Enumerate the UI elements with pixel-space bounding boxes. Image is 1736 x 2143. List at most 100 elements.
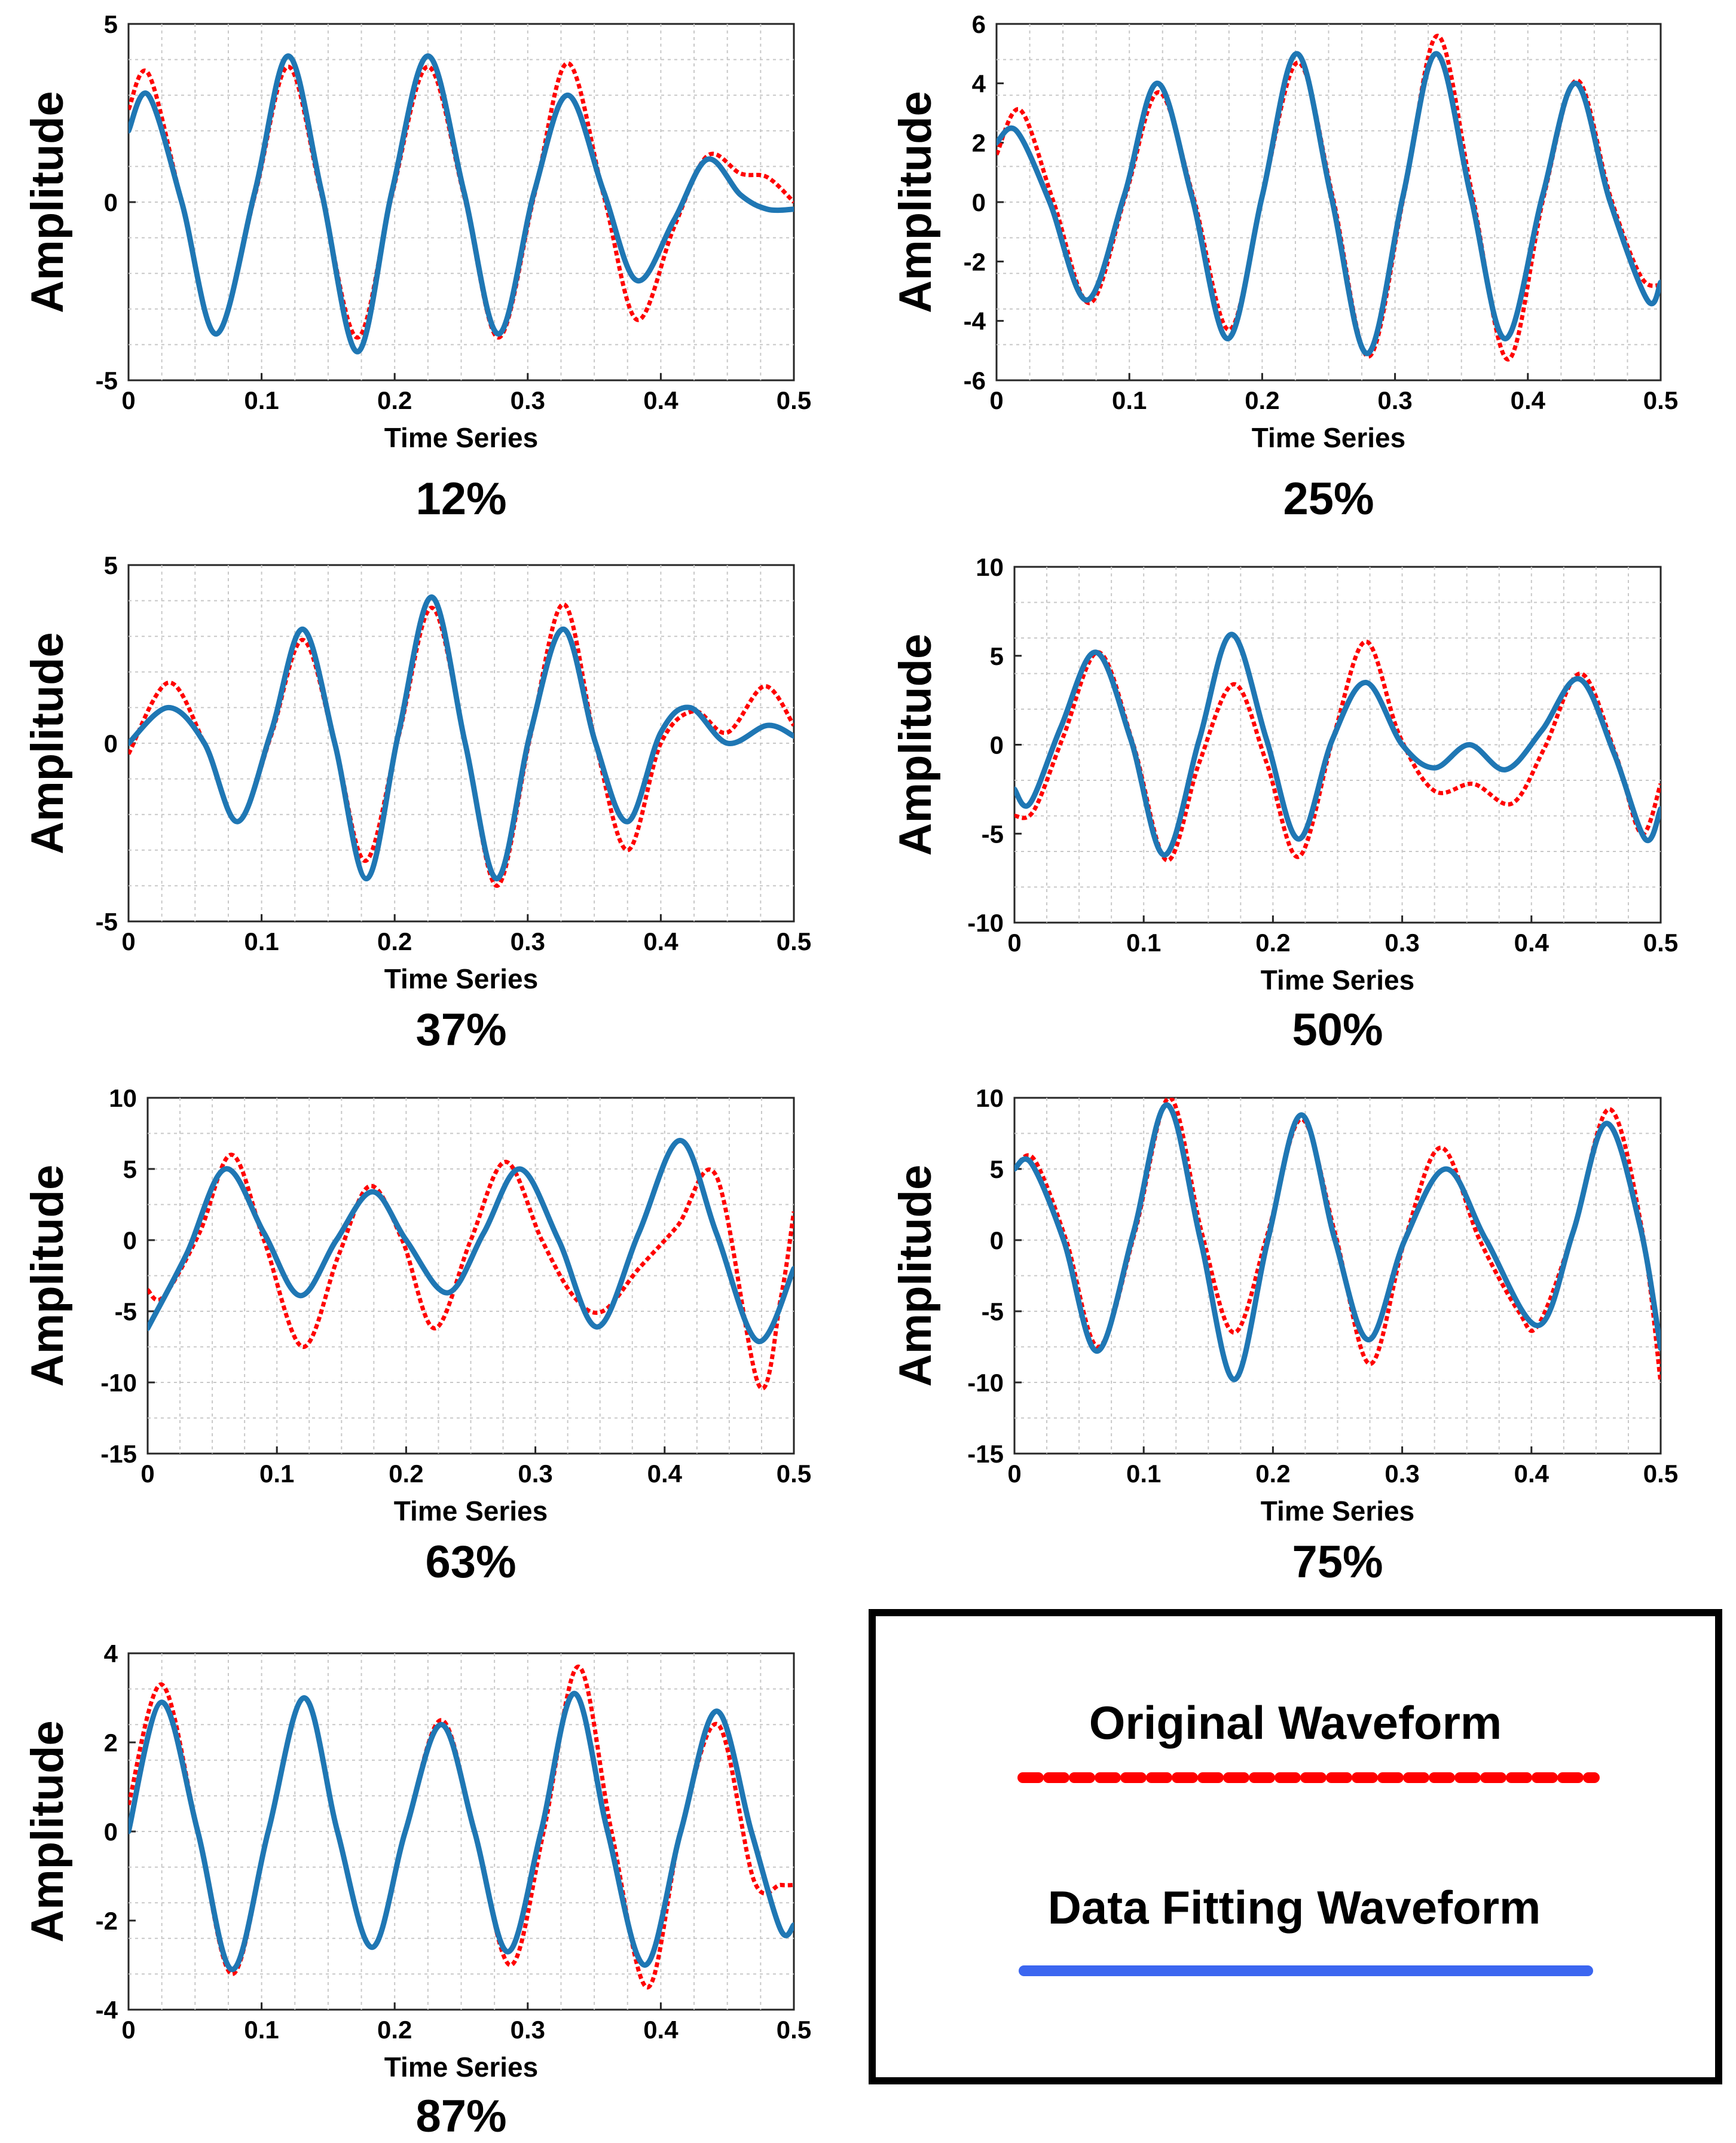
- y-tick-label: 0: [123, 1226, 137, 1254]
- series-data-fitting-waveform: [129, 1690, 794, 1973]
- x-tick-label: 0.2: [377, 927, 412, 956]
- y-tick-label: 0: [990, 1226, 1004, 1254]
- y-axis-label: Amplitude: [22, 632, 73, 854]
- x-tick-label: 0: [1007, 929, 1021, 957]
- chart-panel-25pct: 0 0.1 0.2 0.3 0.4 0.5 -6 -4 -2 0 2 4 6 Time Series Amp…: [890, 10, 1678, 524]
- x-tick-label: 0.2: [1255, 929, 1290, 957]
- x-tick-label: 0.5: [777, 1460, 811, 1488]
- x-axis-label: Time Series: [384, 963, 538, 994]
- x-tick-label: 0.3: [1377, 386, 1412, 414]
- series-data-fitting-waveform: [129, 594, 794, 881]
- series-data-fitting-waveform: [1014, 1102, 1661, 1382]
- x-tick-label: 0.2: [389, 1460, 423, 1488]
- x-tick-label: 0.1: [1126, 929, 1161, 957]
- x-tick-label: 0.3: [511, 2016, 545, 2044]
- x-tick-label: 0.2: [1245, 386, 1279, 414]
- y-tick-label: 0: [972, 188, 986, 216]
- y-tick-label: -5: [115, 1298, 137, 1326]
- panel-caption: 75%: [1292, 1537, 1383, 1588]
- series-data-fitting-waveform: [148, 1137, 794, 1344]
- y-tick-label: -5: [96, 908, 118, 936]
- x-tick-label: 0: [121, 386, 135, 414]
- legend: Original Waveform Data Fitting Waveform: [869, 1609, 1722, 2084]
- x-tick-label: 0.1: [244, 2016, 279, 2044]
- y-tick-label: 4: [972, 69, 986, 97]
- y-tick-label: 5: [104, 10, 118, 38]
- x-tick-label: 0: [989, 386, 1003, 414]
- y-tick-label: 4: [104, 1640, 118, 1668]
- y-tick-label: -10: [967, 1369, 1004, 1397]
- x-tick-label: 0.3: [518, 1460, 552, 1488]
- x-tick-label: 0.2: [377, 2016, 412, 2044]
- x-tick-label: 0.5: [777, 2016, 811, 2044]
- legend-box: [869, 1609, 1722, 2084]
- y-tick-label: 5: [123, 1155, 137, 1183]
- y-tick-label: -15: [967, 1440, 1004, 1468]
- y-tick-label: 10: [976, 553, 1004, 581]
- y-tick-label: -5: [982, 820, 1004, 848]
- y-tick-label: -2: [964, 248, 986, 276]
- y-tick-label: -15: [100, 1440, 137, 1468]
- panel-caption: 12%: [415, 474, 506, 524]
- x-tick-label: 0.1: [259, 1460, 294, 1488]
- series-data-fitting-waveform: [129, 53, 794, 355]
- x-tick-label: 0: [1007, 1460, 1021, 1488]
- x-axis-label: Time Series: [384, 422, 538, 453]
- x-tick-label: 0: [140, 1460, 154, 1488]
- x-tick-label: 0.4: [1511, 386, 1546, 414]
- y-axis-label: Amplitude: [890, 91, 941, 313]
- y-tick-label: 5: [104, 551, 118, 579]
- y-tick-label: -10: [100, 1369, 137, 1397]
- x-tick-label: 0.5: [1643, 929, 1678, 957]
- x-tick-label: 0.4: [643, 386, 678, 414]
- y-tick-label: 0: [990, 731, 1004, 759]
- y-tick-label: 0: [104, 188, 118, 216]
- x-axis-label: Time Series: [394, 1495, 548, 1527]
- x-tick-label: 0.3: [1384, 929, 1419, 957]
- x-tick-label: 0.4: [647, 1460, 683, 1488]
- x-tick-label: 0.4: [643, 927, 678, 956]
- x-tick-label: 0.3: [511, 927, 545, 956]
- x-axis-label: Time Series: [1261, 1495, 1414, 1527]
- y-tick-label: -2: [96, 1907, 118, 1935]
- legend-label-fit: Data Fitting Waveform: [1048, 1881, 1541, 1934]
- x-tick-label: 0.2: [377, 386, 412, 414]
- x-tick-label: 0.1: [244, 927, 279, 956]
- y-tick-label: -5: [96, 367, 118, 395]
- y-tick-label: -5: [982, 1298, 1004, 1326]
- chart-panel-50pct: 0 0.1 0.2 0.3 0.4 0.5 -10 -5 0 5 10 Time Series Ampl…: [890, 553, 1678, 1055]
- chart-panel-87pct: 0 0.1 0.2 0.3 0.4 0.5 -4 -2 0 2 4 Time Series Amplit…: [22, 1640, 811, 2142]
- x-tick-label: 0.4: [643, 2016, 678, 2044]
- panel-caption: 37%: [415, 1005, 506, 1055]
- y-tick-label: 2: [104, 1729, 118, 1757]
- chart-panel-75pct: 0 0.1 0.2 0.3 0.4 0.5 -15 -10 -5 0 5 10 Time Series A…: [890, 1084, 1678, 1588]
- y-axis-label: Amplitude: [22, 1165, 73, 1387]
- y-axis-label: Amplitude: [22, 91, 73, 313]
- x-tick-label: 0.1: [1126, 1460, 1161, 1488]
- x-tick-label: 0.4: [1514, 1460, 1549, 1488]
- y-axis-label: Amplitude: [890, 634, 941, 856]
- y-tick-label: -6: [964, 367, 986, 395]
- y-tick-label: 2: [972, 129, 986, 157]
- x-axis-label: Time Series: [384, 2052, 538, 2083]
- y-axis-label: Amplitude: [890, 1165, 941, 1387]
- y-tick-label: 0: [104, 729, 118, 758]
- x-tick-label: 0: [121, 927, 135, 956]
- x-axis-label: Time Series: [1252, 422, 1405, 453]
- x-tick-label: 0: [121, 2016, 135, 2044]
- y-axis-label: Amplitude: [22, 1720, 73, 1943]
- y-tick-label: 10: [109, 1084, 137, 1112]
- y-tick-label: 6: [972, 10, 986, 38]
- y-tick-label: -10: [967, 909, 1004, 937]
- x-tick-label: 0.4: [1514, 929, 1549, 957]
- x-tick-label: 0.5: [777, 386, 811, 414]
- y-tick-label: -4: [964, 307, 986, 335]
- legend-label-original: Original Waveform: [1089, 1696, 1502, 1749]
- y-tick-label: 5: [990, 642, 1004, 670]
- x-tick-label: 0.2: [1255, 1460, 1290, 1488]
- x-tick-label: 0.5: [1643, 386, 1678, 414]
- x-axis-label: Time Series: [1261, 964, 1414, 996]
